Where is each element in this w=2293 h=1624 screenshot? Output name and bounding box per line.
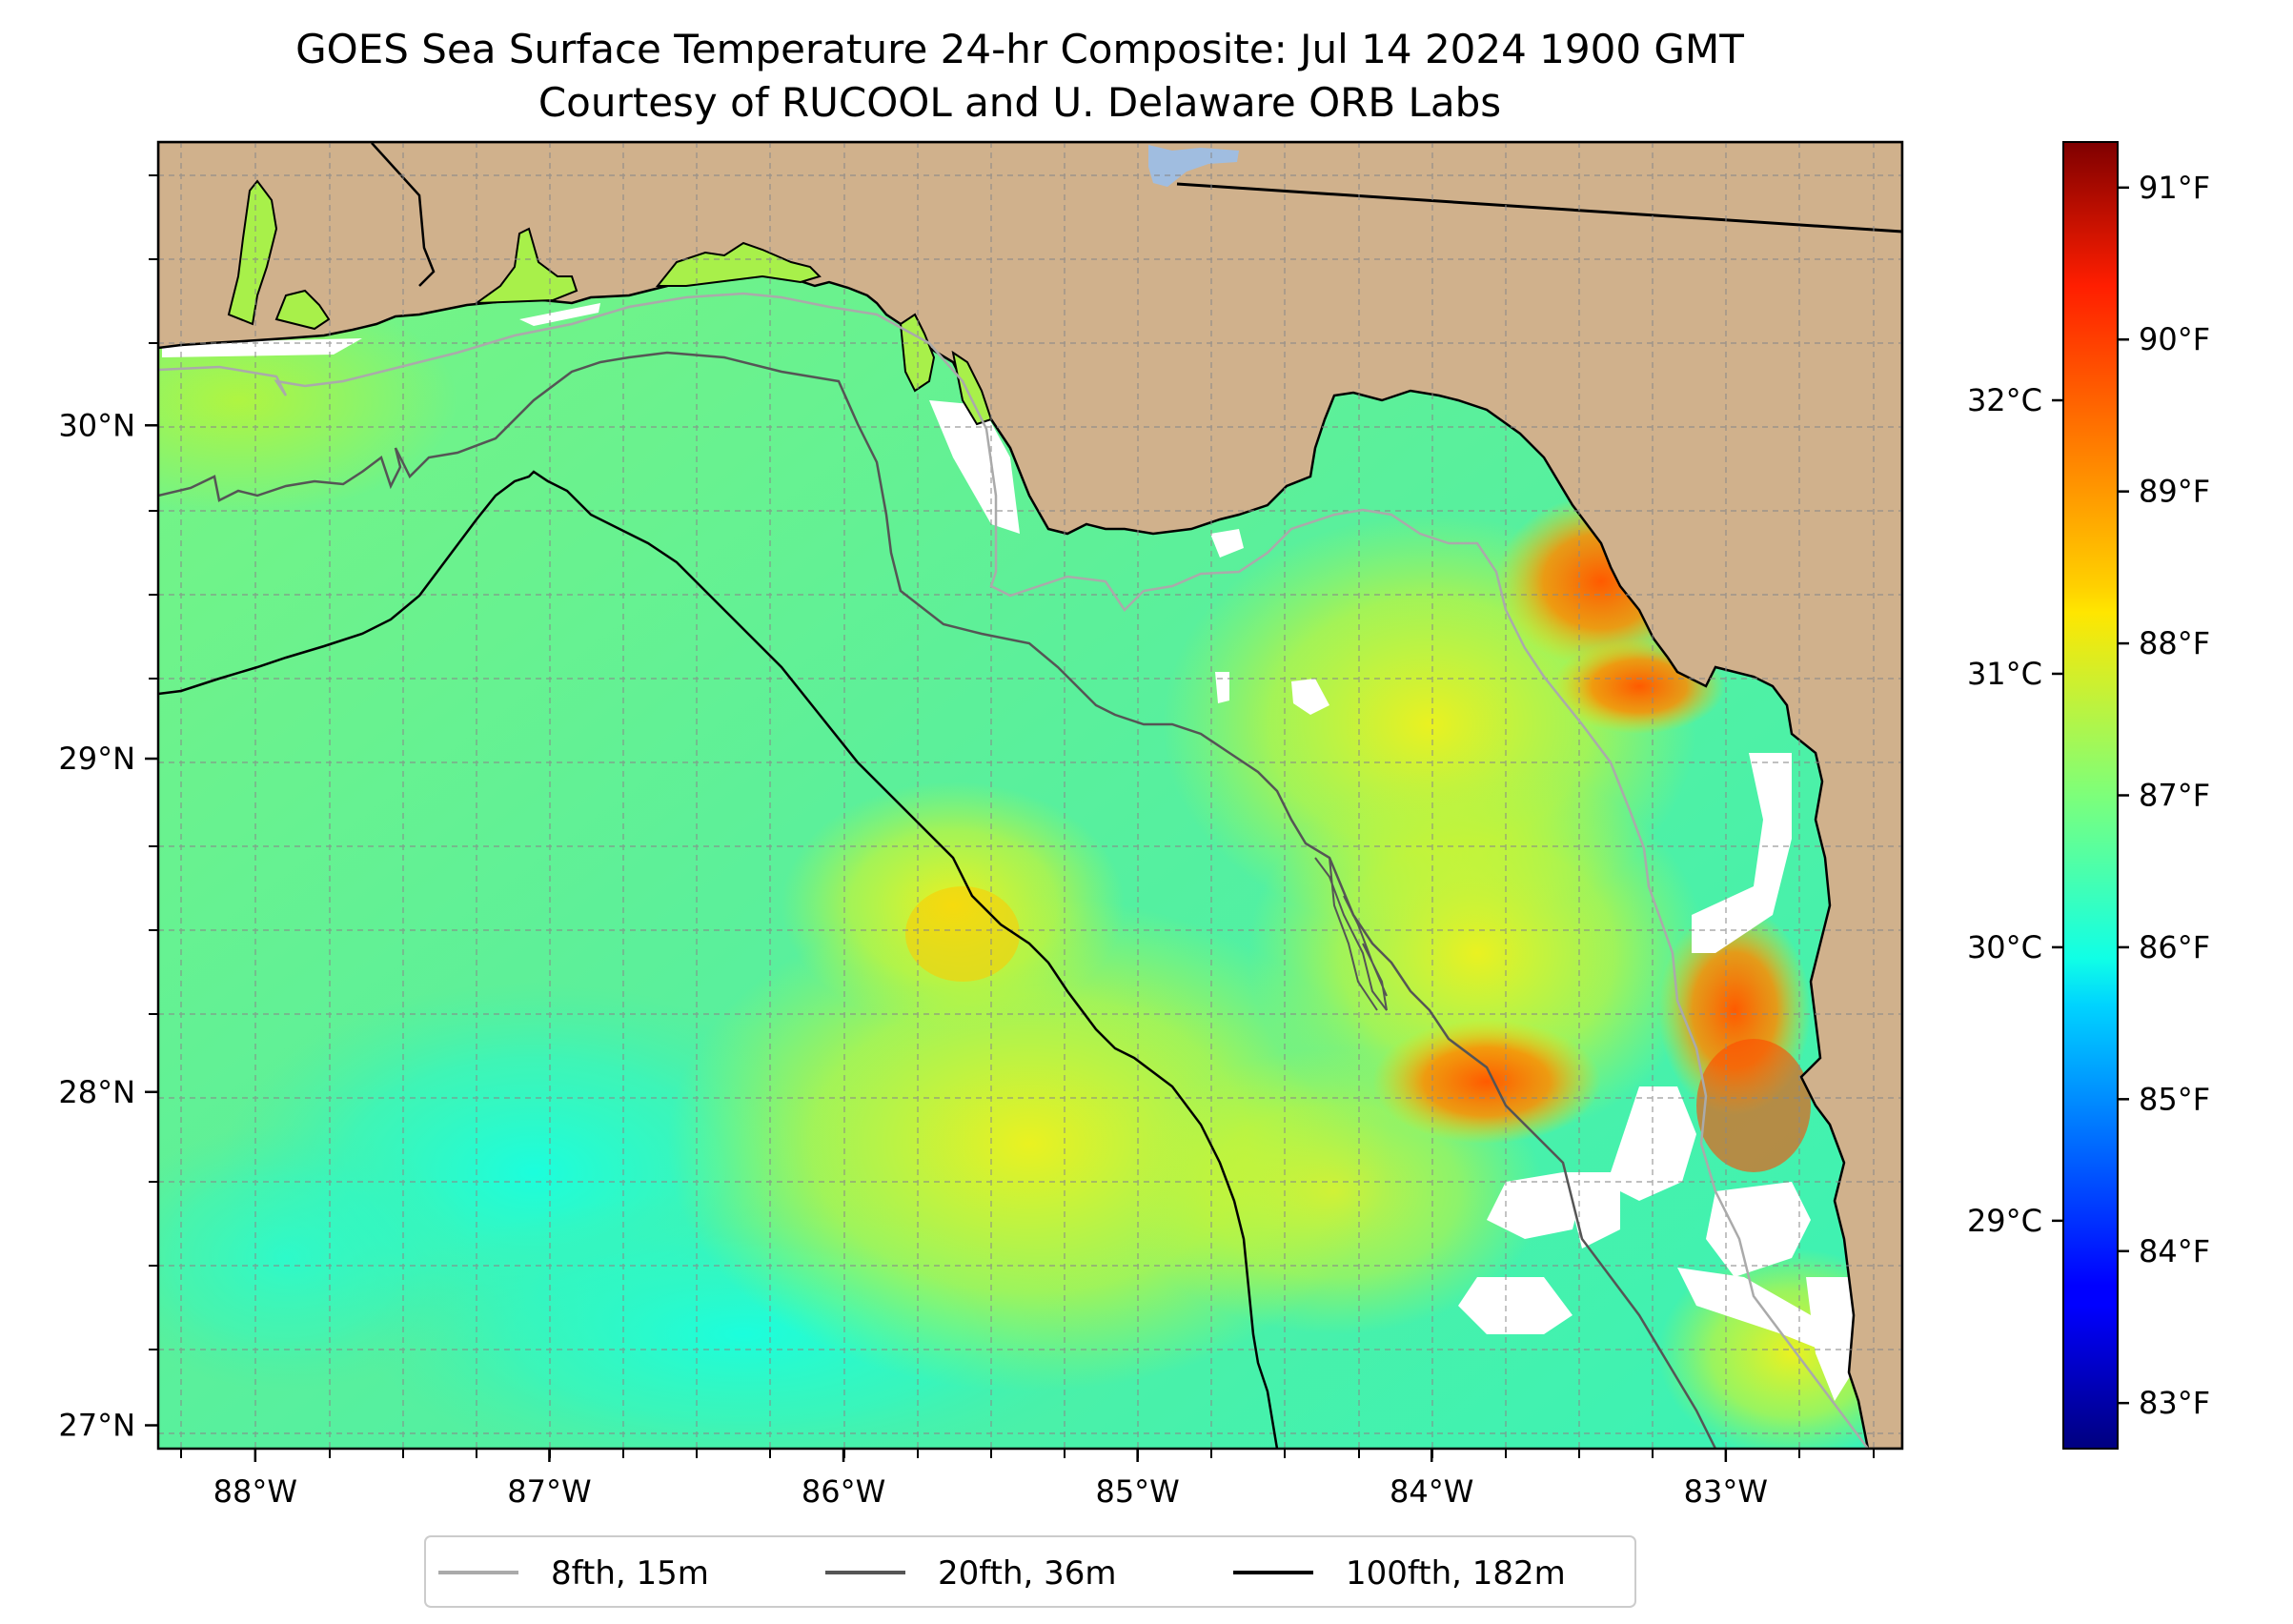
longitude-axis: 88°W 87°W 86°W 85°W 84°W 83°W: [213, 1449, 1768, 1510]
no-data-areas: [162, 303, 1858, 1401]
lat-tick-label: 27°N: [58, 1408, 135, 1444]
legend-box: [424, 1535, 1636, 1608]
lake: [1148, 145, 1239, 187]
legend-label-182m: 100fth, 182m: [1346, 1554, 1566, 1593]
colorbar-f-tick-label: 90°F: [2139, 321, 2210, 357]
isobath-36m-islands: [1314, 857, 1388, 1011]
lon-tick-label: 83°W: [1684, 1473, 1768, 1510]
colorbar-f-tick-label: 91°F: [2139, 170, 2210, 206]
legend-label-36m: 20fth, 36m: [938, 1554, 1117, 1593]
lat-tick-label: 30°N: [58, 407, 135, 443]
sst-field: [158, 286, 1902, 1449]
map-frame: [156, 140, 1904, 1451]
lon-tick-label: 85°W: [1095, 1473, 1179, 1510]
lat-tick-label: 29°N: [58, 741, 135, 777]
colorbar-f-tick-label: 83°F: [2139, 1385, 2210, 1421]
lon-tick-label: 86°W: [802, 1473, 885, 1510]
lon-tick-label: 88°W: [213, 1473, 297, 1510]
lon-tick-label: 87°W: [507, 1473, 591, 1510]
colorbar-c-tick-label: 29°C: [1967, 1203, 2042, 1239]
isobath-36m: [158, 351, 1717, 1449]
colorbar-c-tick-label: 32°C: [1967, 382, 2042, 418]
lon-tick-label: 84°W: [1390, 1473, 1473, 1510]
latitude-axis: 27°N 28°N 29°N 30°N: [58, 407, 158, 1444]
isobath-15m: [158, 292, 1869, 1449]
colorbar-f-tick-label: 84°F: [2139, 1233, 2210, 1269]
colorbar: 83°F 84°F 85°F 86°F 87°F 88°F 89°F 90°F 91°F 29°…: [1967, 141, 2210, 1450]
minor-ticks: [149, 174, 1875, 1458]
chart-subtitle: Courtesy of RUCOOL and U. Delaware ORB L…: [538, 79, 1501, 126]
chart-title: GOES Sea Surface Temperature 24-hr Compo…: [295, 26, 1744, 72]
legend-label-15m: 8fth, 15m: [551, 1554, 709, 1593]
colorbar-celsius-ticks: 29°C 30°C 31°C 32°C: [1967, 382, 2063, 1239]
colorbar-gradient: [2062, 141, 2119, 1450]
colorbar-f-tick-label: 86°F: [2139, 929, 2210, 965]
graticule: [158, 142, 1902, 1449]
lat-tick-label: 28°N: [58, 1074, 135, 1110]
colorbar-f-tick-label: 87°F: [2139, 778, 2210, 814]
isobath-182m: [158, 470, 1279, 1449]
colorbar-f-tick-label: 88°F: [2139, 625, 2210, 661]
legend: 8fth, 15m 20fth, 36m 100fth, 182m: [424, 1535, 1636, 1608]
land-mass: [158, 142, 1902, 1449]
colorbar-c-tick-label: 31°C: [1967, 656, 2042, 692]
colorbar-c-tick-label: 30°C: [1967, 929, 2042, 965]
sst-map[interactable]: [19, 142, 1925, 1477]
colorbar-f-tick-label: 89°F: [2139, 474, 2210, 510]
state-boundary: [1176, 182, 1902, 233]
colorbar-fahrenheit-ticks: 83°F 84°F 85°F 86°F 87°F 88°F 89°F 90°F 91°F: [2118, 170, 2210, 1421]
colorbar-f-tick-label: 85°F: [2139, 1081, 2210, 1117]
